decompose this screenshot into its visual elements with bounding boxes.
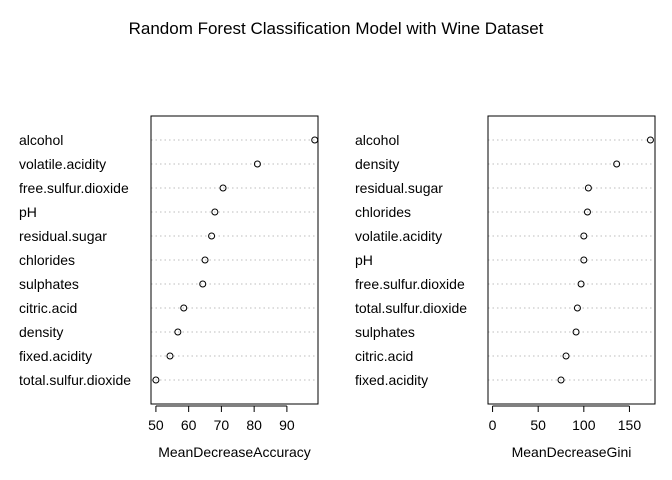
plot-frame [487,115,656,405]
category-label: citric.acid [355,348,413,364]
category-label: residual.sugar [19,228,107,244]
category-label: sulphates [19,276,79,292]
data-point [613,160,621,168]
data-point [646,136,654,144]
category-label: free.sulfur.dioxide [355,276,465,292]
category-label: density [355,156,399,172]
category-label: pH [19,204,37,220]
x-tick-label: 50 [530,417,546,433]
data-point [580,232,588,240]
x-tick-label: 90 [279,417,295,433]
x-tick-label: 80 [246,417,262,433]
x-tick-label: 60 [181,417,197,433]
data-point [577,280,585,288]
data-point [584,184,592,192]
data-point [573,304,581,312]
category-label: chlorides [19,252,75,268]
panel-accuracy: alcohol volatile.acidity free.sulfur.dioxi… [19,115,319,460]
category-label: density [19,324,63,340]
data-point [572,328,580,336]
category-label: total.sulfur.dioxide [355,300,467,316]
category-label: free.sulfur.dioxide [19,180,129,196]
category-label: pH [355,252,373,268]
x-tick-label: 50 [148,417,164,433]
data-point [208,232,216,240]
category-label: alcohol [19,132,63,148]
x-axis-label: MeanDecreaseGini [512,444,632,460]
category-label: fixed.acidity [355,372,428,388]
data-point [174,328,182,336]
data-point [219,184,227,192]
data-point [152,376,160,384]
category-label: volatile.acidity [355,228,442,244]
chart-title: Random Forest Classification Model with … [129,19,544,38]
data-point [253,160,261,168]
data-point [199,280,207,288]
category-label: volatile.acidity [19,156,106,172]
x-axis-label: MeanDecreaseAccuracy [158,444,311,460]
data-point [562,352,570,360]
x-tick-label: 0 [489,417,497,433]
category-label: sulphates [355,324,415,340]
category-label: citric.acid [19,300,77,316]
plot-frame [150,115,319,405]
category-label: chlorides [355,204,411,220]
category-label: fixed.acidity [19,348,92,364]
data-point [311,136,319,144]
category-label: total.sulfur.dioxide [19,372,131,388]
data-point [211,208,219,216]
data-point [180,304,188,312]
data-point [580,256,588,264]
data-point [583,208,591,216]
x-tick-label: 150 [618,417,642,433]
data-point [557,376,565,384]
category-label: alcohol [355,132,399,148]
x-tick-label: 70 [214,417,230,433]
data-point [201,256,209,264]
data-point [166,352,174,360]
x-tick-label: 100 [572,417,596,433]
panel-gini: alcohol density residual.sugar chlorides vol… [355,115,656,460]
category-label: residual.sugar [355,180,443,196]
